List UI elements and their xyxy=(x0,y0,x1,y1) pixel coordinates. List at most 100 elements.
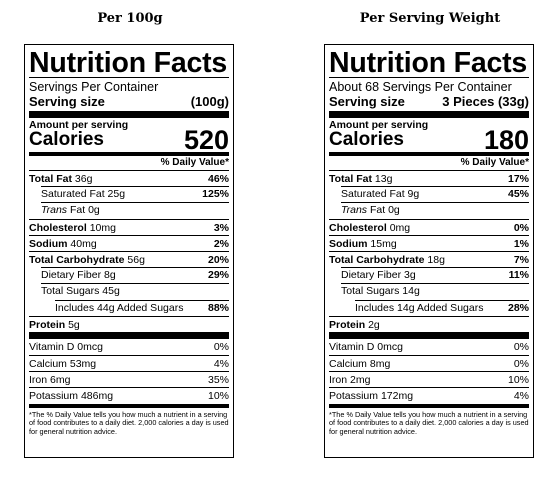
serving-size-row: Serving size (100g) xyxy=(29,94,229,109)
nutrient-dv: 45% xyxy=(507,188,529,201)
calories-label: Calories xyxy=(329,129,404,150)
added-sugars-row: Includes 44g Added Sugars 88% xyxy=(29,299,229,316)
total-fat-row: Total Fat 36g 46% xyxy=(29,170,229,186)
saturated-fat-row: Saturated Fat 25g 125% xyxy=(29,186,229,202)
nutrient-label: Calcium xyxy=(29,358,67,371)
sodium-row: Sodium 40mg 2% xyxy=(29,234,229,251)
nutrient-dv: 10% xyxy=(207,390,229,403)
dietary-fiber-row: Dietary Fiber 8g 29% xyxy=(29,267,229,283)
nutrition-facts-title: Nutrition Facts xyxy=(29,47,228,79)
nutrient-label: Calcium xyxy=(329,358,367,371)
thick-divider xyxy=(329,111,529,118)
nutrient-dv: 17% xyxy=(507,173,529,185)
thick-divider xyxy=(329,331,529,339)
trans-fat-row: Trans Fat 0g xyxy=(29,202,229,218)
medium-divider xyxy=(329,403,529,408)
nutrition-facts-title: Nutrition Facts xyxy=(329,47,528,79)
total-sugars-row: Total Sugars 45g xyxy=(29,283,229,299)
serving-size-value: 3 Pieces (33g) xyxy=(442,94,529,109)
nutrient-amount: 25g xyxy=(107,188,126,201)
nutrient-amount: 3g xyxy=(404,269,416,282)
amount-per-serving: Amount per serving xyxy=(329,119,429,131)
nutrient-label: Potassium xyxy=(329,390,379,403)
nutrient-dv: 4% xyxy=(213,358,229,371)
nutrient-amount: 486mg xyxy=(80,390,114,403)
nutrient-label: Protein xyxy=(329,318,366,331)
calories-label: Calories xyxy=(29,129,104,150)
servings-per-container: About 68 Servings Per Container xyxy=(329,80,512,94)
total-sugars-row: Total Sugars 14g xyxy=(329,283,529,299)
nutrient-dv: 0% xyxy=(513,340,529,353)
nutrient-amount: 5g xyxy=(68,318,80,331)
nutrient-dv: 28% xyxy=(507,301,529,314)
serving-size-label: Serving size xyxy=(329,94,405,109)
thick-divider xyxy=(29,111,229,118)
nutrient-dv: 29% xyxy=(207,269,229,282)
added-sugars-row: Includes 14g Added Sugars 28% xyxy=(329,299,529,316)
iron-row: Iron 6mg 35% xyxy=(29,371,229,387)
protein-row: Protein 2g xyxy=(329,315,529,332)
nutrient-prefix: Includes xyxy=(55,301,95,314)
calories-row: Calories 180 xyxy=(329,127,529,154)
nutrient-prefix: Includes xyxy=(355,301,395,314)
medium-divider xyxy=(29,403,229,408)
thick-divider xyxy=(29,331,229,339)
nutrient-dv: 0% xyxy=(513,221,529,234)
nutrient-dv: 2% xyxy=(213,237,229,250)
daily-value-header: % Daily Value* xyxy=(460,157,529,168)
nutrient-label: Fat xyxy=(69,204,86,217)
nutrient-amount: 6mg xyxy=(50,374,71,387)
daily-value-header: % Daily Value* xyxy=(160,157,229,168)
nutrition-label-per-serving: Nutrition Facts About 68 Servings Per Co… xyxy=(324,44,534,458)
nutrient-label: Sodium xyxy=(29,237,68,250)
sodium-row: Sodium 15mg 1% xyxy=(329,234,529,251)
nutrient-amount: 0mg xyxy=(389,221,411,234)
column-heading-per-serving: Per Serving Weight xyxy=(359,11,501,26)
nutrient-amount: 8g xyxy=(104,269,116,282)
nutrient-dv: 125% xyxy=(202,188,229,201)
nutrient-label: Saturated Fat xyxy=(41,188,105,201)
nutrient-label-italic: Trans xyxy=(341,204,368,217)
calories-row: Calories 520 xyxy=(29,125,229,155)
serving-size-value: (100g) xyxy=(190,94,229,109)
nutrient-amount: 53mg xyxy=(69,358,97,371)
nutrient-amount: 9g xyxy=(407,188,420,201)
nutrient-dv: 10% xyxy=(507,374,529,387)
potassium-row: Potassium 486mg 10% xyxy=(29,387,229,403)
nutrient-amount: 14g xyxy=(402,285,420,298)
medium-divider xyxy=(29,152,229,156)
nutrient-amount: 8mg xyxy=(369,358,391,371)
nutrient-label: Iron xyxy=(329,374,348,387)
calcium-row: Calcium 53mg 4% xyxy=(29,355,229,371)
trans-fat-row: Trans Fat 0g xyxy=(329,202,529,218)
nutrient-amount: 0mcg xyxy=(377,340,403,353)
protein-row: Protein 5g xyxy=(29,315,229,332)
nutrient-label: Total Fat xyxy=(29,173,72,185)
nutrient-label: Total Sugars xyxy=(41,285,100,298)
nutrient-amount: 44g xyxy=(97,301,115,314)
nutrient-amount: 18g xyxy=(427,253,445,266)
nutrient-label: Sodium xyxy=(329,237,368,250)
nutrient-amount: 0g xyxy=(388,204,400,217)
nutrient-amount: 14g xyxy=(397,301,415,314)
nutrient-label: Potassium xyxy=(29,390,79,403)
medium-divider xyxy=(329,152,529,156)
nutrient-dv: 7% xyxy=(513,253,529,266)
vitamin-d-row: Vitamin D 0mcg 0% xyxy=(29,339,229,355)
daily-value-footnote: *The % Daily Value tells you how much a … xyxy=(29,409,229,436)
nutrient-amount: 10mg xyxy=(89,221,116,234)
nutrient-dv: 88% xyxy=(207,301,229,314)
nutrient-amount: 40mg xyxy=(70,237,97,250)
nutrient-label-italic: Trans xyxy=(41,204,68,217)
saturated-fat-row: Saturated Fat 9g 45% xyxy=(329,186,529,202)
nutrient-label: Total Fat xyxy=(329,173,372,185)
total-carbohydrate-row: Total Carbohydrate 18g 7% xyxy=(329,250,529,267)
calories-value: 520 xyxy=(183,125,229,155)
nutrient-label: Total Carbohydrate xyxy=(329,253,425,266)
nutrient-amount: 2g xyxy=(368,318,380,331)
nutrient-label: Fat xyxy=(369,204,386,217)
nutrient-amount: 13g xyxy=(374,173,393,185)
potassium-row: Potassium 172mg 4% xyxy=(329,387,529,403)
serving-size-row: Serving size 3 Pieces (33g) xyxy=(329,94,529,109)
column-heading-per-100g: Per 100g xyxy=(97,11,163,26)
